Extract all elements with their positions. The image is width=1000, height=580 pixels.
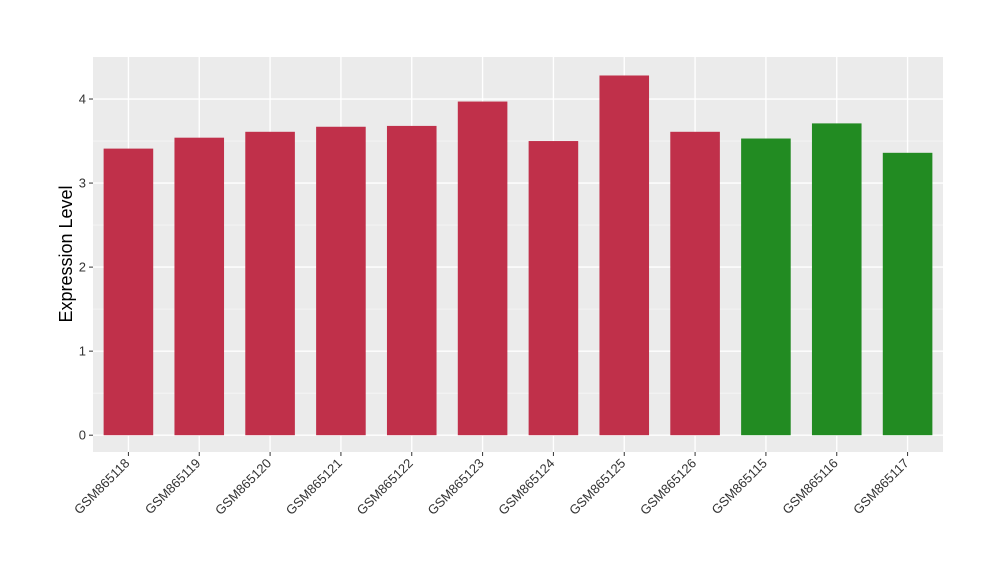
x-tick-label: GSM865120	[212, 456, 274, 518]
x-tick-label: GSM865117	[850, 456, 912, 518]
x-tick-label: GSM865118	[71, 456, 133, 518]
bar-GSM865122	[386, 125, 437, 436]
bars	[103, 75, 933, 436]
y-tick-label: 0	[79, 428, 86, 443]
y-tick-label: 1	[79, 344, 86, 359]
bar-GSM865126	[670, 131, 720, 436]
bar-GSM865124	[528, 141, 579, 436]
bar-GSM865116	[811, 123, 862, 436]
bar-GSM865123	[457, 101, 508, 436]
bar-GSM865121	[316, 126, 366, 436]
bar-GSM865115	[741, 138, 791, 436]
bar-GSM865117	[882, 152, 933, 436]
bar-GSM865119	[174, 137, 225, 436]
x-tick-label: GSM865123	[424, 456, 486, 518]
bar-GSM865118	[103, 148, 154, 436]
x-tick-label: GSM865121	[283, 456, 345, 518]
x-tick-label: GSM865119	[142, 456, 204, 518]
y-axis: 0 1 2 3 4	[79, 92, 93, 443]
plot-panel	[93, 57, 943, 452]
y-tick-label: 2	[79, 260, 86, 275]
x-tick-label: GSM865124	[495, 456, 557, 518]
x-tick-label: GSM865115	[708, 456, 770, 518]
bar-GSM865120	[245, 131, 295, 436]
x-tick-label: GSM865122	[354, 456, 416, 518]
y-axis-title: Expression Level	[56, 185, 76, 322]
y-tick-label: 3	[79, 176, 86, 191]
x-axis: GSM865118 GSM865119 GSM865120 GSM865121 GSM8…	[71, 452, 912, 518]
y-tick-label: 4	[79, 92, 86, 107]
x-tick-label: GSM865125	[566, 456, 628, 518]
x-tick-label: GSM865126	[637, 456, 699, 518]
x-tick-label: GSM865116	[779, 456, 841, 518]
bar-GSM865125	[599, 75, 650, 436]
